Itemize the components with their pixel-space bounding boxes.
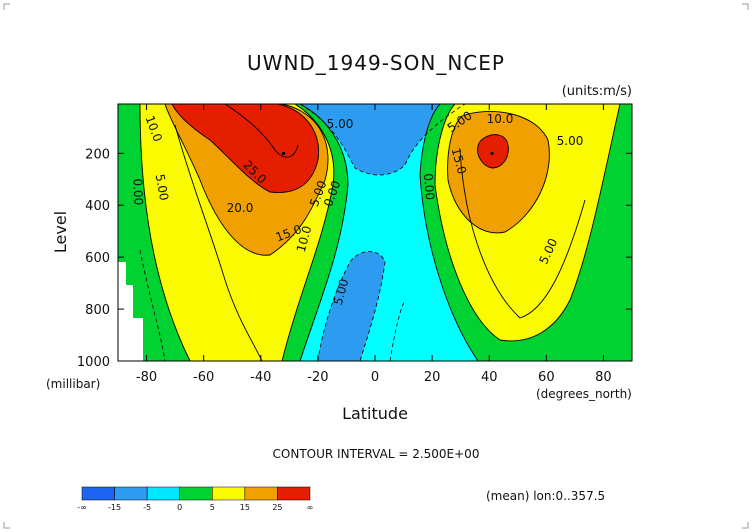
y-axis-label: Level — [51, 211, 70, 253]
colorbar-swatch — [114, 486, 148, 501]
x-tick-label: 0 — [371, 370, 379, 385]
x-tick-label: 40 — [481, 370, 498, 385]
colorbar-swatch — [277, 486, 311, 501]
plot-area — [118, 104, 632, 361]
contour-label: 5.00 — [327, 117, 354, 131]
missing-data-patch — [118, 262, 143, 361]
colorbar-label: 0 — [177, 503, 182, 512]
crop-marks — [3, 3, 749, 529]
x-tick-label: 60 — [538, 370, 555, 385]
colorbar-label: -5 — [143, 503, 151, 512]
contour-label: 10.0 — [487, 112, 514, 126]
band-lt-neg5-upper — [300, 104, 465, 176]
colorbar-swatch — [146, 486, 180, 501]
jet-core-northern — [490, 151, 494, 155]
band-15-25-north — [447, 111, 550, 233]
colorbar-swatch — [212, 486, 246, 501]
footer-text: (mean) lon:0..357.5 — [486, 489, 605, 503]
colorbar-label: -∞ — [77, 503, 87, 512]
x-tick-label: -40 — [250, 370, 271, 385]
contour-lines — [139, 104, 621, 361]
band-gt-25-north — [477, 134, 509, 168]
colorbar-label: 25 — [272, 503, 282, 512]
x-tick-label: -20 — [307, 370, 328, 385]
contour-label: 10.0 — [294, 224, 314, 253]
contour-label: 5.00 — [331, 277, 351, 306]
units-label: (units:m/s) — [562, 84, 632, 99]
colorbar: -∞ -15 -5 0 5 15 25 ∞ — [77, 486, 314, 512]
contour-label: 20.0 — [227, 201, 254, 215]
colorbar-label: -15 — [108, 503, 121, 512]
colorbar-label: ∞ — [307, 503, 314, 512]
colorbar-swatch — [179, 486, 213, 501]
y-tick-label: 800 — [85, 303, 110, 318]
axis-ticks: -80 -60 -40 -20 0 20 40 60 80 200 400 600 800 1000 — [77, 104, 632, 385]
x-tick-label: 20 — [424, 370, 441, 385]
colorbar-label: 15 — [240, 503, 250, 512]
chart-title: UWND_1949-SON_NCEP — [247, 51, 505, 75]
x-tick-label: -80 — [136, 370, 157, 385]
dashed-contours — [139, 104, 466, 361]
contour-label: 5.00 — [557, 134, 584, 148]
contour-label: 0.00 — [421, 173, 437, 201]
contour-label: 15.0 — [449, 146, 469, 175]
jet-core-southern — [282, 151, 286, 155]
colorbar-label: 5 — [210, 503, 215, 512]
contour-interval-text: CONTOUR INTERVAL = 2.500E+00 — [273, 447, 480, 461]
colorbar-swatch — [244, 486, 278, 501]
contour-label: 5.00 — [153, 173, 171, 202]
y-tick-label: 600 — [85, 251, 110, 266]
band-gt-25-south — [172, 104, 319, 193]
contour-label: 0.00 — [131, 178, 146, 205]
y-tick-label: 400 — [85, 199, 110, 214]
x-axis-label: Latitude — [342, 404, 408, 423]
x-tick-label: 80 — [595, 370, 612, 385]
y-units-label: (millibar) — [46, 377, 100, 391]
y-tick-label: 1000 — [77, 355, 110, 370]
colorbar-swatch — [81, 486, 115, 501]
x-units-label: (degrees_north) — [536, 387, 632, 401]
y-tick-label: 200 — [85, 147, 110, 162]
x-tick-label: -60 — [193, 370, 214, 385]
